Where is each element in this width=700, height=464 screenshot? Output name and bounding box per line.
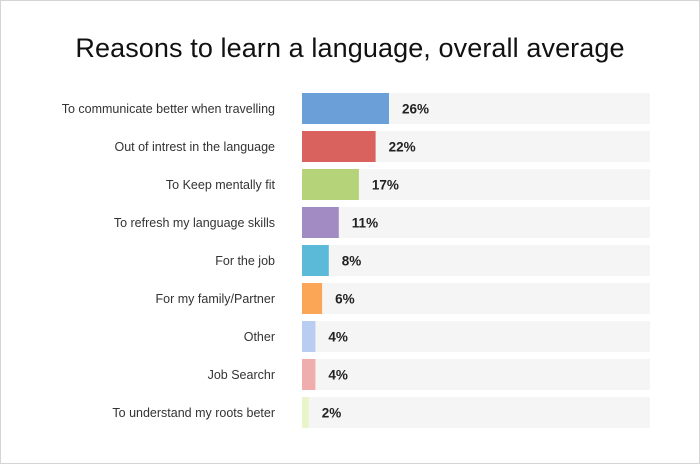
- category-label: Job Searchr: [208, 368, 275, 382]
- category-label: Other: [244, 330, 275, 344]
- value-label: 2%: [322, 406, 342, 421]
- category-label: To understand my roots beter: [112, 406, 275, 420]
- category-label: Out of intrest in the language: [114, 140, 275, 154]
- category-label: For the job: [215, 254, 275, 268]
- bar-track: [302, 245, 650, 276]
- category-label: To Keep mentally fit: [166, 178, 276, 192]
- category-label: To refresh my language skills: [114, 216, 275, 230]
- value-label: 4%: [328, 368, 348, 383]
- bar: [302, 131, 376, 162]
- category-label: For my family/Partner: [156, 292, 275, 306]
- value-label: 17%: [372, 178, 399, 193]
- bar: [302, 93, 389, 124]
- value-label: 4%: [328, 330, 348, 345]
- value-label: 22%: [389, 140, 416, 155]
- bar: [302, 359, 316, 390]
- bar-track: [302, 359, 650, 390]
- value-label: 11%: [352, 216, 378, 231]
- bar: [302, 245, 329, 276]
- value-label: 6%: [335, 292, 355, 307]
- value-label: 8%: [342, 254, 362, 269]
- bar-track: [302, 207, 650, 238]
- bar: [302, 321, 316, 352]
- bar-track: [302, 397, 650, 428]
- chart-title: Reasons to learn a language, overall ave…: [75, 33, 625, 63]
- bar-track: [302, 169, 650, 200]
- category-label: To communicate better when travelling: [62, 102, 275, 116]
- bar-track: [302, 283, 650, 314]
- bar: [302, 207, 339, 238]
- bar: [302, 397, 309, 428]
- bar-track: [302, 321, 650, 352]
- bar: [302, 283, 323, 314]
- value-label: 26%: [402, 102, 429, 117]
- bar: [302, 169, 359, 200]
